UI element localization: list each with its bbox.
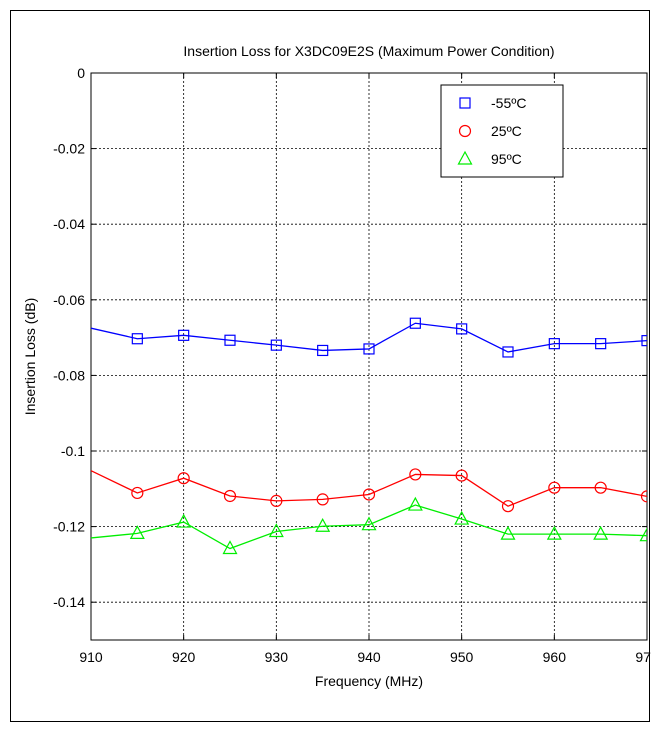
legend-label: -55ºC [491, 95, 526, 111]
y-tick-label: -0.04 [53, 216, 85, 232]
legend: -55ºC 25ºC 95ºC [440, 84, 564, 178]
x-tick-label: 940 [357, 649, 381, 665]
series-line [91, 470, 647, 507]
legend-label: 25ºC [491, 123, 522, 139]
axes-layer: 910 920 930 940 950 960 970 0 -0.02 -0.04 -0.06 -0.… [53, 65, 651, 665]
y-tick-label: -0.02 [53, 141, 85, 157]
x-tick-label: 910 [79, 649, 103, 665]
data-point [176, 513, 192, 528]
data-point [270, 339, 282, 351]
x-tick-label: 920 [172, 649, 196, 665]
data-point [502, 346, 514, 358]
x-tick-label: 970 [635, 649, 651, 665]
data-point [407, 496, 423, 511]
data-point [409, 317, 421, 329]
data-point [548, 481, 561, 494]
legend-marker [458, 124, 472, 138]
data-point [500, 525, 516, 540]
data-point [222, 540, 238, 555]
x-tick-label: 930 [265, 649, 289, 665]
series-line [91, 322, 647, 353]
data-point [456, 323, 468, 335]
data-point [361, 516, 377, 531]
x-tick-label: 960 [543, 649, 567, 665]
legend-marker [457, 150, 473, 165]
y-tick-label: -0.12 [53, 519, 85, 535]
series-0 [91, 317, 647, 358]
data-point [316, 493, 329, 506]
data-point [131, 486, 144, 500]
data-point [362, 488, 376, 501]
data-point [131, 333, 143, 345]
data-point [548, 338, 560, 350]
grid-layer [91, 73, 647, 640]
chart-title: Insertion Loss for X3DC09E2S (Maximum Po… [183, 43, 554, 59]
data-point [223, 489, 237, 503]
x-axis-title: Frequency (MHz) [315, 673, 423, 689]
series-line [91, 504, 647, 550]
data-point [595, 338, 607, 350]
y-tick-label: -0.1 [61, 443, 85, 459]
data-point [129, 525, 145, 540]
data-point [363, 343, 375, 355]
y-tick-label: -0.08 [53, 367, 85, 383]
x-tick-label: 950 [450, 649, 474, 665]
y-tick-label: 0 [77, 65, 85, 81]
legend-label: 95ºC [491, 151, 522, 167]
data-point [268, 523, 284, 538]
data-point [639, 527, 647, 542]
figure-frame: 910 920 930 940 950 960 970 0 -0.02 -0.04 -0.06 -0.… [10, 10, 651, 722]
data-point [455, 469, 468, 482]
series-1 [91, 468, 647, 513]
data-point [594, 481, 607, 494]
y-tick-label: -0.14 [53, 594, 85, 610]
data-point [224, 334, 236, 346]
data-point [178, 329, 190, 341]
data-point [640, 490, 647, 503]
y-tick-label: -0.06 [53, 292, 85, 308]
data-point [409, 468, 422, 481]
insertion-loss-chart: 910 920 930 940 950 960 970 0 -0.02 -0.04 -0.06 -0.… [22, 43, 651, 689]
y-axis-title: Insertion Loss (dB) [22, 298, 38, 416]
data-point [177, 472, 190, 485]
data-point [501, 500, 515, 513]
series-2 [91, 496, 647, 555]
legend-box [440, 84, 564, 178]
data-point [270, 494, 283, 507]
legend-marker [459, 97, 471, 109]
data-point [641, 335, 647, 347]
series-layer [91, 317, 647, 555]
data-point [593, 525, 609, 540]
data-point [317, 344, 329, 357]
data-point [315, 517, 331, 532]
data-point [546, 525, 562, 540]
data-point [454, 510, 470, 525]
